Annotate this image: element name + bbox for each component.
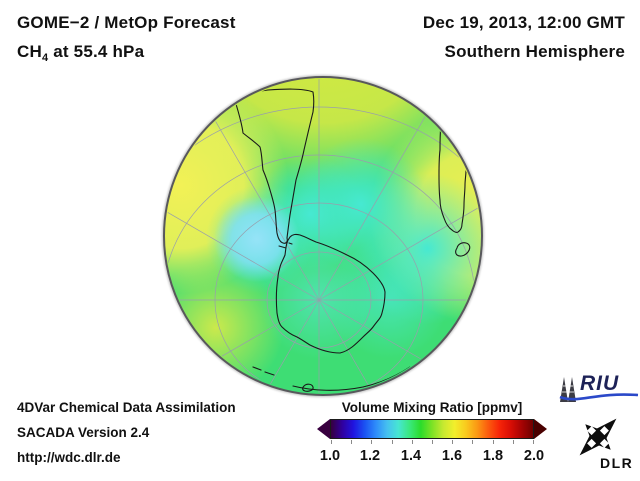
colorbar-minor-tick	[492, 440, 494, 444]
coast-antarctica	[275, 233, 386, 354]
species-subscript: 4	[41, 52, 49, 64]
colorbar-minor-tick	[452, 440, 454, 444]
colorbar-minor-tick	[371, 440, 373, 444]
colorbar-minor-tick	[411, 440, 413, 444]
colorbar-minor-tick	[533, 440, 534, 444]
tick-label: 1.2	[359, 448, 381, 464]
colorbar-gradient	[330, 419, 534, 444]
tick-label: 1.0	[319, 448, 341, 464]
colorbar-minor-tick	[391, 440, 393, 444]
figure-subtitle: CH4 at 55.4 hPa	[17, 42, 236, 64]
riu-swoosh-icon	[559, 393, 639, 401]
graticule	[166, 79, 480, 393]
coast-madagascar	[454, 242, 471, 257]
dlr-emblem-icon: DLR	[579, 418, 633, 471]
dlr-logo-text: DLR	[600, 455, 633, 471]
species-label: CH	[17, 42, 42, 61]
colorbar-minor-tick	[432, 440, 433, 444]
tick-label: 1.4	[400, 448, 422, 464]
coast-africa	[438, 123, 469, 233]
colorbar-minor-tick	[351, 440, 353, 444]
datetime-label: Dec 19, 2013, 12:00 GMT	[422, 13, 625, 32]
colorbar-minor-tick	[472, 440, 474, 444]
tick-label: 1.8	[482, 448, 504, 464]
globe-overlay	[166, 79, 480, 393]
tick-label: 1.6	[441, 448, 463, 464]
colorbar-over-arrow	[534, 419, 547, 439]
colorbar: Volume Mixing Ratio [ppmv] 1.0 1.2 1.4 1…	[317, 400, 547, 464]
riu-logo: RIU	[559, 372, 639, 406]
cathedral-icon	[560, 377, 576, 402]
tick-label: 2.0	[523, 448, 545, 464]
riu-logo-text: RIU	[580, 372, 620, 395]
coast-island-blob	[302, 383, 314, 392]
credit-line-2: SACADA Version 2.4	[17, 425, 150, 440]
figure-title: GOME−2 / MetOp Forecast	[17, 13, 236, 32]
coast-falklands	[278, 242, 293, 249]
coast-south-america	[235, 88, 315, 244]
coast-west-africa-limb	[405, 95, 422, 111]
credits-block: 4DVar Chemical Data Assimilation SACADA …	[17, 400, 236, 475]
dlr-logo: DLR	[570, 410, 636, 476]
colorbar-title: Volume Mixing Ratio [ppmv]	[341, 400, 523, 415]
colorbar-tick-labels: 1.0 1.2 1.4 1.6 1.8 2.0	[317, 448, 547, 464]
globe-map	[163, 76, 483, 396]
colorbar-bar	[317, 419, 547, 444]
coast-bottom-limb	[292, 366, 411, 391]
colorbar-minor-tick	[331, 440, 332, 444]
colorbar-minor-tick	[512, 440, 514, 444]
coast-south-georgia	[252, 366, 275, 376]
colorbar-under-arrow	[317, 419, 330, 439]
credit-line-1: 4DVar Chemical Data Assimilation	[17, 400, 236, 415]
coastlines	[235, 88, 471, 392]
datetime-block: Dec 19, 2013, 12:00 GMT Southern Hemisph…	[423, 13, 625, 62]
title-block: GOME−2 / MetOp Forecast CH4 at 55.4 hPa	[17, 13, 236, 64]
credit-line-3: http://wdc.dlr.de	[17, 450, 121, 465]
hemisphere-label: Southern Hemisphere	[444, 42, 625, 61]
pressure-level-label: at 55.4 hPa	[48, 42, 145, 61]
